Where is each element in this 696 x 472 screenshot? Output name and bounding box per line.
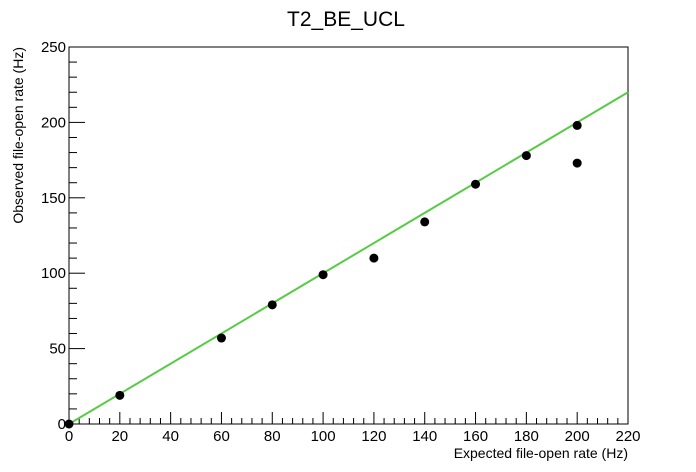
data-point — [267, 300, 277, 310]
chart-title: T2_BE_UCL — [287, 8, 405, 31]
data-point — [115, 390, 125, 400]
x-tick-label: 20 — [111, 428, 128, 445]
data-point — [572, 158, 582, 168]
data-points — [64, 120, 582, 429]
y-tick-label: 0 — [58, 416, 66, 433]
y-tick-label: 200 — [41, 114, 66, 131]
fit-line — [68, 91, 629, 425]
y-axis-label: Observed file-open rate (Hz) — [10, 47, 26, 224]
axis-ticks — [68, 46, 629, 425]
data-point — [318, 270, 328, 280]
x-tick-label: 220 — [615, 428, 640, 445]
x-tick-label: 180 — [514, 428, 539, 445]
data-point — [471, 179, 481, 189]
y-tick-label: 250 — [41, 39, 66, 56]
data-point — [369, 253, 379, 263]
x-tick-label: 100 — [311, 428, 336, 445]
x-tick-label: 0 — [65, 428, 73, 445]
data-point — [64, 419, 74, 429]
x-tick-label: 140 — [412, 428, 437, 445]
data-point — [420, 217, 430, 227]
x-tick-label: 60 — [213, 428, 230, 445]
x-tick-label: 40 — [162, 428, 179, 445]
fit-line-layer — [68, 91, 629, 425]
x-tick-label: 160 — [463, 428, 488, 445]
x-tick-label: 120 — [361, 428, 386, 445]
tick-labels: 0 20 40 60 80 100 120 140 160 180 200 220 0 50 100 150 2… — [41, 39, 641, 445]
x-tick-label: 80 — [264, 428, 281, 445]
data-point — [216, 333, 226, 343]
data-point — [572, 120, 582, 130]
y-tick-label: 150 — [41, 190, 66, 207]
y-tick-label: 50 — [49, 341, 66, 358]
x-tick-label: 200 — [565, 428, 590, 445]
data-point — [521, 151, 531, 161]
x-axis-label: Expected file-open rate (Hz) — [454, 445, 628, 461]
plot-frame — [68, 46, 629, 425]
y-tick-label: 100 — [41, 265, 66, 282]
